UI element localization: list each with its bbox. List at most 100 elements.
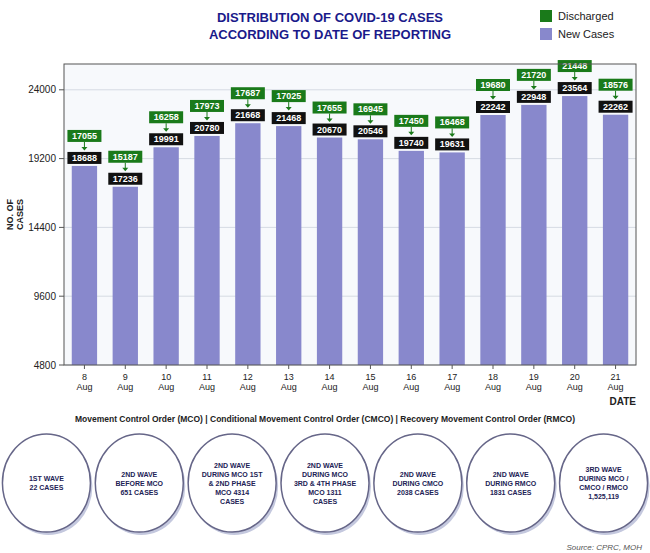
callout-box — [394, 115, 428, 127]
text-line: 1831 CASES — [490, 489, 532, 496]
data-label: 22948 — [521, 92, 546, 102]
data-label-box — [190, 122, 224, 134]
wave-ellipse — [2, 434, 90, 532]
callout-box — [476, 79, 510, 91]
x-tick — [615, 365, 616, 369]
callout-box — [435, 116, 469, 128]
wave-ellipse — [374, 434, 462, 532]
x-tick — [452, 365, 453, 369]
x-tick-label: 18Aug — [485, 372, 501, 392]
data-label: 18576 — [603, 80, 628, 90]
callout-box — [558, 60, 592, 72]
legend: DischargedNew Cases — [540, 10, 615, 40]
wave-item: 3RD WAVEDURING MCO /CMCO / RMCO1,525,119 — [560, 434, 650, 535]
x-axis-label: DATE — [610, 396, 637, 407]
callout-box — [313, 102, 347, 114]
text-line: Aug — [199, 382, 215, 392]
annotation-strip: Movement Control Order (MCO) | Condition… — [75, 414, 575, 424]
callout-box — [272, 90, 306, 102]
data-label: 22242 — [480, 102, 505, 112]
data-label-box — [67, 152, 101, 164]
data-label: 17687 — [235, 88, 260, 98]
x-tick-label: 8Aug — [76, 372, 92, 392]
x-tick-label: 12Aug — [240, 372, 256, 392]
data-label-box — [353, 125, 387, 137]
callout-arrow — [449, 133, 455, 137]
callout-arrow — [572, 77, 578, 81]
data-label: 20670 — [317, 125, 342, 135]
x-tick-label: 20Aug — [567, 372, 583, 392]
callout-box — [67, 130, 101, 142]
y-tick — [59, 296, 64, 297]
bar — [521, 105, 546, 365]
x-tick-label: 14Aug — [322, 372, 338, 392]
data-label: 17055 — [72, 131, 97, 141]
grid-line — [64, 158, 636, 159]
y-tick-label: 19200 — [28, 153, 56, 164]
y-axis-label: NO. OFCASES — [5, 198, 25, 230]
text-line: DURING MCO / — [579, 475, 629, 482]
data-label-box — [108, 173, 142, 185]
y-tick — [59, 158, 64, 159]
text-line: 8 — [82, 372, 87, 382]
data-label-box — [149, 133, 183, 145]
wave-ellipse — [281, 434, 369, 532]
grid-line — [64, 227, 636, 228]
text-line: CASES — [220, 498, 244, 505]
callout-arrow — [613, 96, 619, 100]
x-tick-label: 13Aug — [281, 372, 297, 392]
data-label: 23564 — [562, 83, 587, 93]
text-line: 9 — [123, 372, 128, 382]
marks — [72, 96, 628, 365]
x-tick — [247, 365, 248, 369]
text-line: 11 — [202, 372, 211, 382]
bar — [194, 136, 219, 365]
text-line: 10 — [161, 372, 171, 382]
data-label: 21668 — [235, 110, 260, 120]
text-line: 2ND WAVE — [121, 471, 157, 478]
legend-label: Discharged — [558, 10, 614, 22]
text-line: CMCO / RMCO — [579, 484, 628, 491]
data-label: 19631 — [440, 139, 465, 149]
bar — [399, 151, 424, 365]
y-tick — [59, 227, 64, 228]
text-line: 14 — [325, 372, 335, 382]
data-label: 19991 — [154, 134, 179, 144]
text-line: DISTRIBUTION OF COVID-19 CASES — [217, 10, 443, 25]
chart: 4800960014400192002400018688172361999120… — [0, 0, 650, 553]
data-label: 20546 — [358, 126, 383, 136]
text-line: DURING MCO 1ST — [202, 471, 263, 478]
annotation: 1ST WAVE22 CASES — [29, 475, 64, 491]
x-tick-label: 10Aug — [158, 372, 174, 392]
x-tick — [125, 365, 126, 369]
data-label: 17236 — [113, 174, 138, 184]
data-label: 17655 — [317, 103, 342, 113]
x-tick — [288, 365, 289, 369]
text-line: 2ND WAVE — [400, 471, 436, 478]
source-note: Source: CPRC, MOH — [566, 543, 642, 552]
wave-ellipse — [95, 434, 183, 532]
callout-arrow — [531, 86, 537, 90]
text-line: 2ND WAVE — [214, 462, 250, 469]
text-line: Aug — [608, 382, 624, 392]
data-label: 18688 — [72, 153, 97, 163]
x-tick-label: 11Aug — [199, 372, 215, 392]
data-label: 16258 — [154, 112, 179, 122]
text-line: 13 — [284, 372, 294, 382]
text-line: CASES — [15, 199, 25, 230]
data-label-box — [517, 91, 551, 103]
wave-item: 2ND WAVEDURING CMCO2038 CASES — [374, 434, 464, 535]
bar — [72, 166, 97, 365]
y-tick-label: 14400 — [28, 222, 56, 233]
x-tick-label: 19Aug — [526, 372, 542, 392]
text-line: Aug — [117, 382, 133, 392]
callout-arrow — [204, 117, 210, 121]
annotation: 2ND WAVEDURING RMCO1831 CASES — [485, 471, 536, 496]
data-label-box — [476, 101, 510, 113]
wave-item: 1ST WAVE22 CASES — [2, 434, 92, 535]
bar — [480, 115, 505, 365]
data-label: 21448 — [562, 61, 587, 71]
text-line: 19 — [529, 372, 539, 382]
callout-box — [353, 103, 387, 115]
y-tick — [59, 89, 64, 90]
